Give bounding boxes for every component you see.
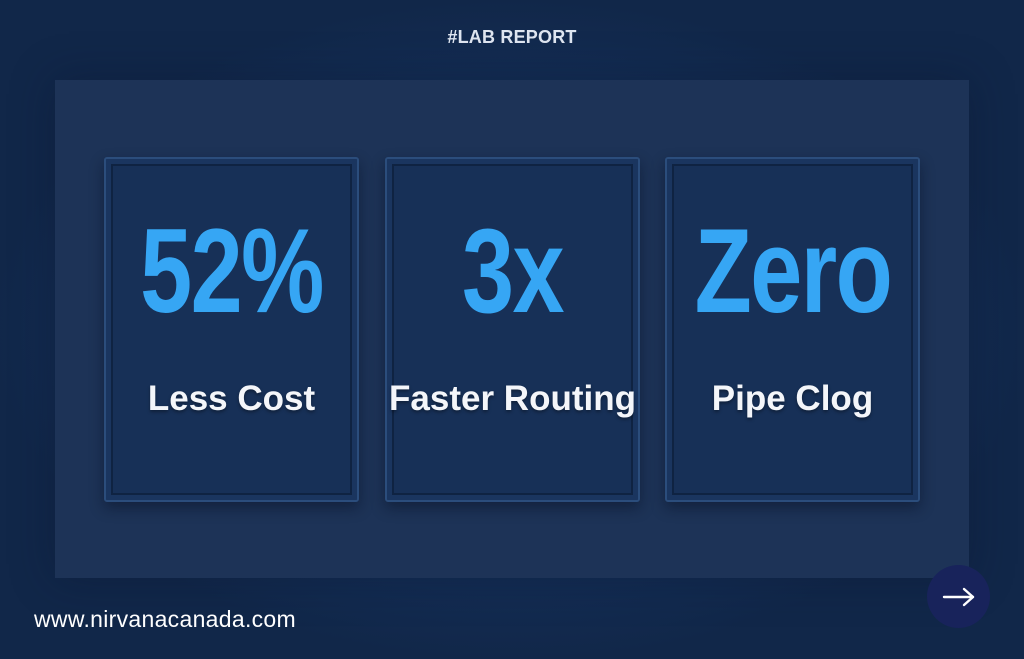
stat-label: Faster Routing — [389, 379, 636, 418]
stat-card-routing: 3x Faster Routing — [385, 157, 640, 502]
stat-card-cost: 52% Less Cost — [104, 157, 359, 502]
lab-report-tag: #LAB REPORT — [447, 27, 577, 47]
stat-label: Less Cost — [147, 379, 316, 418]
stat-value: 3x — [461, 204, 565, 338]
stats-panel: 52% Less Cost 3x Faster Routing Zero Pip… — [55, 80, 969, 578]
arrow-right-icon — [942, 587, 974, 606]
next-button[interactable] — [927, 565, 990, 628]
stat-value: Zero — [694, 204, 893, 338]
stat-card-clog: Zero Pipe Clog — [665, 157, 920, 502]
stat-label: Pipe Clog — [711, 379, 874, 418]
stat-value: 52% — [140, 204, 324, 338]
website-url: www.nirvanacanada.com — [34, 606, 296, 632]
